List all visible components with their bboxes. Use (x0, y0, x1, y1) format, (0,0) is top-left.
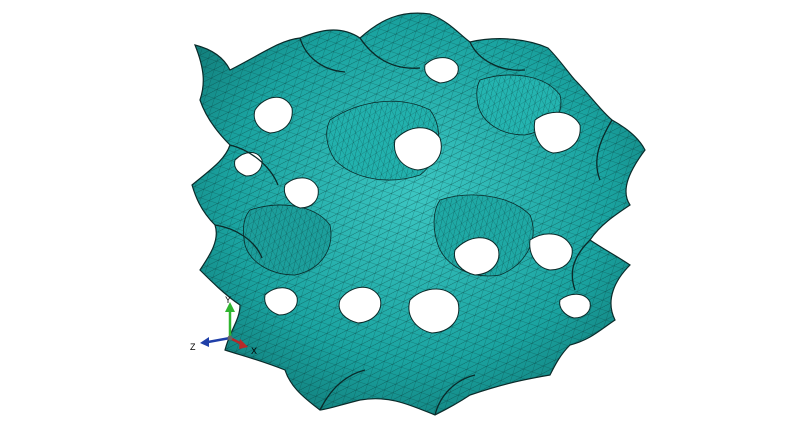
z-axis-arrow (200, 337, 209, 347)
x-axis-arrow (239, 339, 248, 349)
y-axis-arrow (225, 302, 235, 312)
x-axis-label: X (251, 346, 258, 356)
triad-origin (227, 335, 233, 341)
z-axis-label: Z (190, 342, 196, 352)
lattice-rims (214, 37, 613, 416)
coordinate-triad: Y Z X (188, 292, 268, 362)
y-axis-label: Y (225, 295, 232, 305)
lattice-holes (234, 57, 591, 334)
z-axis-line (207, 336, 231, 344)
triad-axes-graphic (200, 302, 248, 349)
